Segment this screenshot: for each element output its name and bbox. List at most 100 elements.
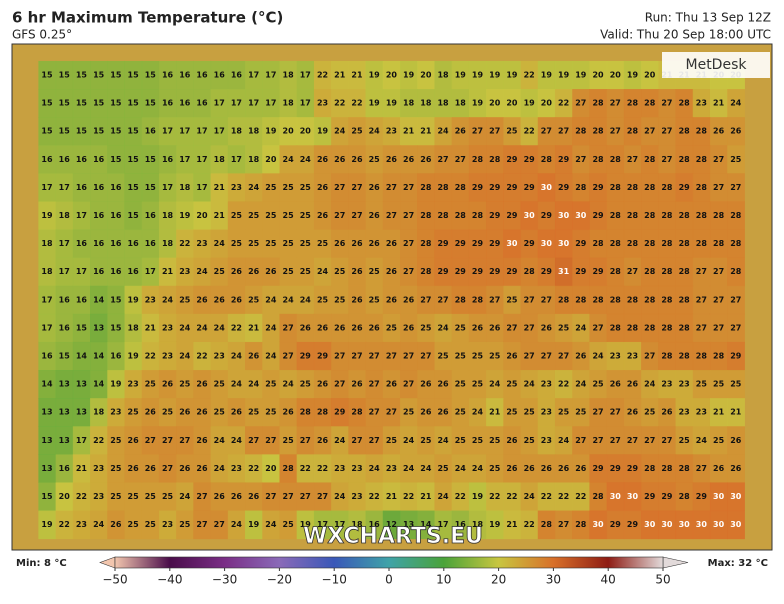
- temperature-label: 21: [420, 127, 432, 136]
- temperature-cell: [434, 60, 453, 90]
- temperature-label: 31: [558, 267, 570, 276]
- temperature-label: 19: [472, 492, 484, 501]
- temperature-cell: [692, 426, 711, 455]
- temperature-label: 22: [300, 464, 311, 473]
- temperature-cell: [675, 201, 694, 231]
- temperature-cell: [313, 60, 332, 90]
- temperature-cell: [503, 201, 522, 231]
- temperature-label: 26: [713, 127, 725, 136]
- temperature-cell: [417, 145, 435, 174]
- temperature-label: 19: [265, 127, 277, 136]
- temperature-label: 24: [300, 295, 312, 304]
- temperature-cell: [227, 341, 246, 371]
- temperature-label: 24: [575, 380, 587, 389]
- temperature-label: 23: [145, 295, 156, 304]
- temperature-label: 20: [420, 71, 432, 80]
- temperature-label: 27: [592, 436, 603, 445]
- temperature-label: 29: [627, 520, 639, 529]
- temperature-cell: [434, 145, 453, 174]
- temperature-cell: [520, 229, 539, 259]
- temperature-cell: [331, 482, 349, 512]
- temperature-cell: [589, 201, 608, 231]
- temperature-cell: [382, 60, 401, 90]
- temperature-label: 15: [128, 211, 140, 220]
- temperature-label: 29: [489, 211, 501, 220]
- temperature-cell: [572, 285, 590, 315]
- temperature-label: 18: [420, 99, 432, 108]
- temperature-label: 26: [317, 323, 329, 332]
- temperature-cell: [434, 285, 453, 315]
- temperature-label: 27: [558, 520, 569, 529]
- temperature-label: 28: [300, 408, 312, 417]
- temperature-label: 28: [420, 211, 432, 220]
- temperature-cell: [692, 482, 711, 512]
- temperature-cell: [623, 89, 642, 118]
- temperature-label: 15: [110, 323, 122, 332]
- temperature-label: 28: [558, 295, 570, 304]
- temperature-cell: [124, 60, 143, 90]
- temperature-label: 24: [437, 127, 449, 136]
- temperature-label: 20: [196, 211, 208, 220]
- temperature-label: 28: [592, 492, 604, 501]
- temperature-cell: [520, 341, 539, 371]
- temperature-cell: [451, 454, 470, 483]
- temperature-cell: [124, 510, 143, 540]
- temperature-cell: [727, 117, 745, 146]
- temperature-cell: [727, 201, 745, 231]
- temperature-cell: [658, 482, 677, 512]
- temperature-cell: [589, 510, 608, 540]
- temperature-label: 27: [420, 295, 431, 304]
- temperature-cell: [141, 117, 160, 146]
- temperature-label: 28: [592, 155, 604, 164]
- temperature-label: 23: [162, 352, 173, 361]
- temperature-label: 17: [265, 71, 276, 80]
- map-frame: [11, 43, 773, 551]
- temperature-label: 16: [76, 239, 88, 248]
- temperature-cell: [537, 145, 556, 174]
- temperature-label: 28: [696, 155, 708, 164]
- temperature-label: 23: [231, 183, 242, 192]
- temperature-label: 26: [575, 464, 587, 473]
- temperature-cell: [589, 426, 608, 455]
- temperature-cell: [417, 201, 435, 231]
- temperature-cell: [141, 201, 160, 231]
- temperature-label: 17: [196, 155, 207, 164]
- temperature-label: 21: [76, 464, 88, 473]
- temperature-cell: [90, 482, 108, 512]
- temperature-label: 28: [472, 211, 484, 220]
- temperature-label: 27: [317, 492, 328, 501]
- temperature-label: 28: [661, 267, 673, 276]
- temperature-cell: [279, 370, 298, 399]
- temperature-cell: [623, 285, 642, 315]
- temperature-label: 26: [420, 155, 432, 164]
- temperature-label: 30: [524, 211, 536, 220]
- temperature-label: 26: [420, 380, 432, 389]
- temperature-label: 25: [524, 436, 536, 445]
- temperature-label: 25: [403, 408, 415, 417]
- temperature-label: 26: [351, 380, 363, 389]
- temperature-label: 27: [644, 127, 655, 136]
- temperature-label: 26: [214, 492, 226, 501]
- temperature-label: 27: [592, 323, 603, 332]
- temperature-cell: [313, 482, 332, 512]
- temperature-cell: [520, 257, 539, 287]
- temperature-cell: [434, 454, 453, 483]
- temperature-label: 27: [369, 352, 380, 361]
- temperature-label: 20: [59, 492, 71, 501]
- temperature-cell: [72, 482, 91, 512]
- temperature-cell: [727, 510, 745, 540]
- temperature-cell: [124, 117, 143, 146]
- temperature-cell: [520, 454, 539, 483]
- temperature-cell: [72, 510, 91, 540]
- temperature-cell: [313, 257, 332, 287]
- temperature-cell: [589, 482, 608, 512]
- temperature-cell: [572, 117, 590, 146]
- temperature-label: 26: [524, 464, 536, 473]
- temperature-cell: [589, 89, 608, 118]
- temperature-label: 20: [300, 127, 312, 136]
- temperature-cell: [572, 257, 590, 287]
- temperature-label: 27: [334, 183, 345, 192]
- temperature-cell: [382, 341, 401, 371]
- temperature-cell: [176, 426, 194, 455]
- temperature-cell: [434, 257, 453, 287]
